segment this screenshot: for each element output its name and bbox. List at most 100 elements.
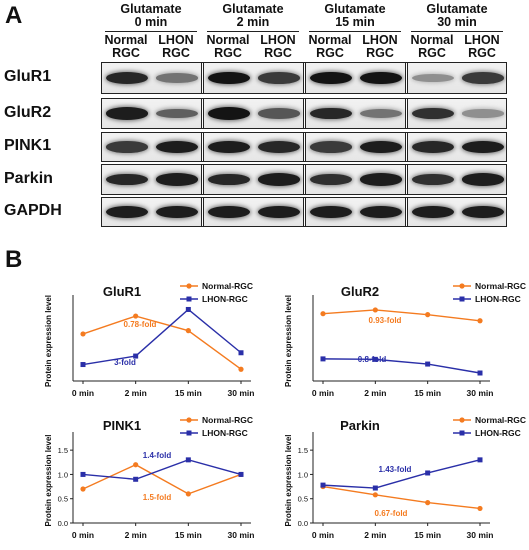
- condition-underline: [411, 31, 503, 32]
- protein-band: [156, 205, 198, 219]
- data-point: [80, 486, 86, 492]
- lane-label: LHON RGC: [362, 33, 398, 60]
- protein-band: [208, 71, 250, 85]
- fold-change-annotation: 0.67-fold: [375, 509, 408, 518]
- y-tick-label: 1.5: [298, 446, 308, 455]
- x-tick-label: 15 min: [175, 530, 202, 540]
- legend-label: Normal-RGC: [475, 281, 526, 291]
- blot-row-label: GluR2: [4, 103, 52, 121]
- data-point: [320, 311, 326, 317]
- legend-marker: [459, 296, 465, 302]
- lane-label: LHON RGC: [464, 33, 500, 60]
- data-point: [477, 318, 483, 324]
- y-tick-label: 0.0: [58, 519, 68, 528]
- x-tick-label: 2 min: [364, 388, 386, 398]
- blot-row-label: GAPDH: [4, 202, 62, 219]
- blot-separator: [303, 133, 306, 161]
- y-tick-label: 0.5: [298, 495, 308, 504]
- data-point: [133, 462, 139, 468]
- protein-band: [412, 173, 454, 186]
- data-point: [372, 356, 378, 362]
- data-point: [133, 476, 139, 482]
- data-point: [80, 331, 86, 337]
- x-tick-label: 2 min: [125, 388, 147, 398]
- legend-label: Normal-RGC: [475, 415, 526, 425]
- protein-band: [310, 205, 352, 219]
- fold-change-annotation: 1.43-fold: [379, 465, 412, 474]
- panel-b-label: B: [5, 246, 23, 273]
- data-point: [425, 470, 431, 476]
- x-tick-label: 30 min: [467, 530, 494, 540]
- line-chart-glur1: GluR1 0 min 2 min 15 min 30 min Protein expre…: [44, 281, 254, 398]
- data-point: [185, 306, 191, 312]
- x-tick-label: 0 min: [312, 530, 334, 540]
- protein-band: [360, 71, 402, 85]
- blot-separator: [201, 133, 204, 161]
- blot-row-label: PINK1: [4, 137, 52, 154]
- data-point: [238, 471, 244, 477]
- protein-band: [208, 140, 250, 154]
- y-tick-label: 1.0: [58, 470, 68, 479]
- legend-marker: [459, 283, 465, 289]
- series-line: [82, 315, 242, 370]
- protein-band: [412, 141, 454, 153]
- data-point: [372, 485, 378, 491]
- protein-band: [310, 107, 352, 120]
- protein-band: [106, 173, 148, 186]
- protein-band: [310, 141, 352, 153]
- protein-band: [208, 107, 250, 120]
- line-chart-parkin: Parkin 0.0 0.5 1.0 1.5 0 min 2 min 15 min 30 min…: [284, 415, 526, 540]
- series-line: [322, 358, 481, 374]
- protein-band: [106, 141, 148, 153]
- x-tick-label: 15 min: [175, 388, 202, 398]
- protein-band: [462, 109, 504, 118]
- series-line: [82, 459, 242, 480]
- blot-separator: [405, 133, 408, 161]
- x-tick-label: 2 min: [364, 530, 386, 540]
- blot-separator: [201, 198, 204, 226]
- x-tick-label: 0 min: [72, 388, 94, 398]
- blot-separator: [201, 63, 204, 93]
- data-point: [477, 457, 483, 463]
- protein-band: [106, 205, 148, 219]
- blot-separator: [405, 165, 408, 194]
- blot-strip: [101, 197, 507, 227]
- data-point: [425, 361, 431, 367]
- protein-band: [156, 140, 198, 154]
- condition-underline: [309, 31, 401, 32]
- legend-marker: [186, 430, 192, 436]
- protein-band: [412, 107, 454, 120]
- protein-band: [462, 205, 504, 219]
- legend-label: Normal-RGC: [202, 281, 253, 291]
- y-tick-label: 1.0: [298, 470, 308, 479]
- y-axis-label: Protein expression level: [44, 295, 53, 387]
- protein-band: [412, 73, 454, 83]
- lane-label: LHON RGC: [260, 33, 296, 60]
- protein-band: [156, 108, 198, 119]
- protein-band: [156, 173, 198, 186]
- blot-separator: [303, 63, 306, 93]
- protein-band: [360, 108, 402, 119]
- protein-band: [258, 108, 300, 119]
- y-axis-label: Protein expression level: [284, 434, 293, 526]
- series-line: [322, 309, 481, 322]
- y-axis-label: Protein expression level: [44, 434, 53, 526]
- lane-label: Normal RGC: [410, 33, 454, 60]
- protein-band: [462, 140, 504, 154]
- protein-band: [462, 72, 504, 84]
- y-axis-label: Protein expression level: [284, 295, 293, 387]
- legend-label: LHON-RGC: [202, 428, 248, 438]
- protein-band: [258, 173, 300, 186]
- data-point: [320, 482, 326, 488]
- blot-separator: [405, 63, 408, 93]
- x-tick-label: 30 min: [467, 388, 494, 398]
- data-point: [238, 350, 244, 356]
- fold-change-annotation: 1.4-fold: [143, 451, 172, 460]
- fold-change-annotation: 1.5-fold: [143, 493, 172, 502]
- data-point: [185, 491, 191, 497]
- y-tick-label: 0.0: [298, 519, 308, 528]
- blot-strip: [101, 132, 507, 162]
- x-tick-label: 15 min: [414, 530, 441, 540]
- blot-row-label: GluR1: [4, 68, 52, 85]
- data-point: [477, 370, 483, 376]
